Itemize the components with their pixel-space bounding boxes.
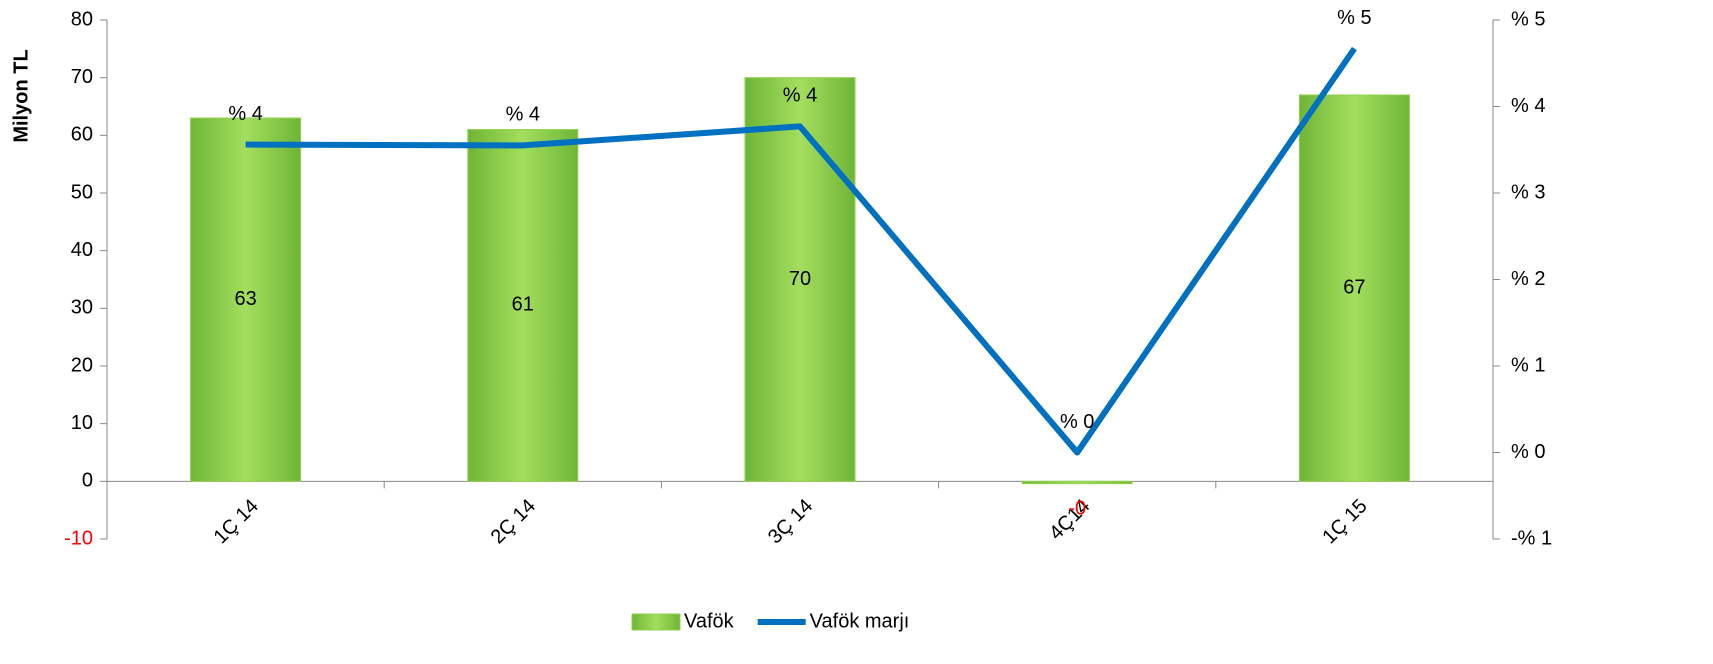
bar <box>190 117 302 482</box>
line-value-label: % 4 <box>506 104 540 126</box>
line-value-label: % 5 <box>1337 7 1371 29</box>
y-tick-label: 50 <box>71 181 93 203</box>
y-tick-label: 30 <box>71 297 93 319</box>
y-tick-label: 60 <box>71 124 93 146</box>
y-tick-label: 70 <box>71 66 93 88</box>
y-tick-label: 80 <box>71 8 93 30</box>
bar-value-label: -0 <box>1068 498 1086 520</box>
bar-value-label: 63 <box>234 288 256 310</box>
y-tick-label: 20 <box>71 354 93 376</box>
bar <box>467 129 579 482</box>
y-tick-label: -10 <box>64 527 93 549</box>
legend-label: Vafök <box>684 610 735 632</box>
bar-value-label: 70 <box>789 268 811 290</box>
legend-label: Vafök marjı <box>810 610 910 632</box>
x-tick-label: 3Ç 14 <box>764 495 817 548</box>
line-value-label: % 0 <box>1060 411 1094 433</box>
y2-tick-label: % 3 <box>1511 181 1545 203</box>
y-tick-label: 0 <box>82 470 93 492</box>
y-tick-label: 40 <box>71 239 93 261</box>
y2-tick-label: -% 1 <box>1511 527 1552 549</box>
y2-tick-label: % 5 <box>1511 8 1545 30</box>
y-tick-label: 10 <box>71 412 93 434</box>
line-value-label: % 4 <box>228 103 262 125</box>
x-tick-label: 1Ç 15 <box>1318 495 1371 548</box>
x-tick-label: 2Ç 14 <box>487 495 540 548</box>
bar <box>1021 480 1133 485</box>
bar-value-label: 67 <box>1343 276 1365 298</box>
line <box>245 46 1357 456</box>
y2-tick-label: % 1 <box>1511 354 1545 376</box>
y2-tick-label: % 4 <box>1511 95 1545 117</box>
bar <box>744 77 856 482</box>
y-axis-label: Milyon TL <box>10 49 32 142</box>
x-tick-label: 1Ç 14 <box>210 495 263 548</box>
y2-tick-label: % 0 <box>1511 441 1545 463</box>
y2-tick-label: % 2 <box>1511 268 1545 290</box>
line-value-label: % 4 <box>783 85 817 107</box>
bar <box>1298 94 1410 482</box>
bar-value-label: 61 <box>512 294 534 316</box>
legend-swatch <box>631 613 681 631</box>
